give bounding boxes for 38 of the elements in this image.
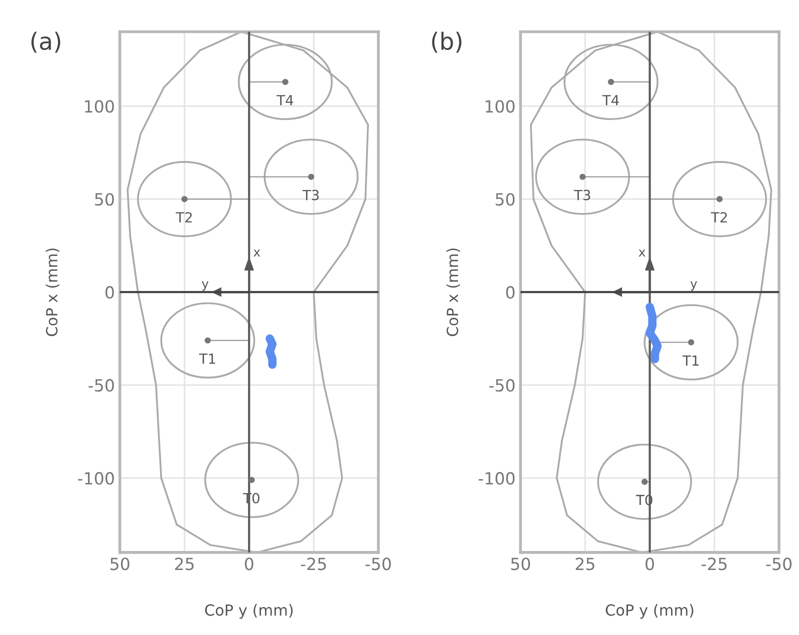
data-label: T1: [682, 355, 699, 366]
x-tick-label: -25: [300, 558, 326, 570]
x-tick-label: 25: [175, 558, 194, 570]
y-tick-label: 100: [486, 100, 515, 113]
data-label: T4: [602, 95, 619, 106]
x-axis-title: CoP y (mm): [205, 604, 293, 619]
data-label: T3: [574, 190, 590, 200]
y-tick-label: 100: [85, 100, 114, 113]
annotation: y: [690, 281, 698, 291]
y-tick-label: -100: [78, 472, 114, 485]
x-tick-label: -25: [702, 558, 727, 570]
y-axis-title: CoP x (mm): [46, 248, 60, 336]
x-axis-title: CoP y (mm): [606, 604, 694, 619]
chart-title: (a): [31, 32, 60, 53]
x-tick-label: 0: [244, 558, 254, 570]
x-tick-label: 50: [511, 558, 530, 570]
x-tick-label: -50: [366, 558, 391, 570]
data-label: T4: [276, 95, 294, 106]
x-tick-label: 50: [110, 558, 130, 570]
data-label: T2: [176, 212, 192, 222]
y-tick-label: -50: [88, 379, 114, 392]
data-label: T2: [710, 212, 727, 222]
y-tick-label: 50: [496, 193, 515, 206]
annotation: x: [254, 250, 260, 256]
y-tick-label: 50: [95, 193, 114, 206]
y-tick-label: -50: [489, 379, 515, 392]
annotation: y: [202, 281, 208, 291]
chart-title: (b): [432, 32, 462, 53]
x-tick-label: 25: [576, 558, 594, 570]
annotation: x: [638, 250, 646, 256]
x-tick-label: 0: [646, 558, 654, 570]
y-tick-label: 0: [105, 286, 114, 299]
data-label: T3: [302, 190, 319, 200]
y-tick-label: -100: [478, 472, 515, 485]
y-axis-title: CoP x (mm): [446, 248, 460, 336]
y-tick-label: 0: [506, 286, 515, 299]
x-tick-label: -50: [766, 558, 792, 570]
data-label: T1: [199, 354, 216, 364]
